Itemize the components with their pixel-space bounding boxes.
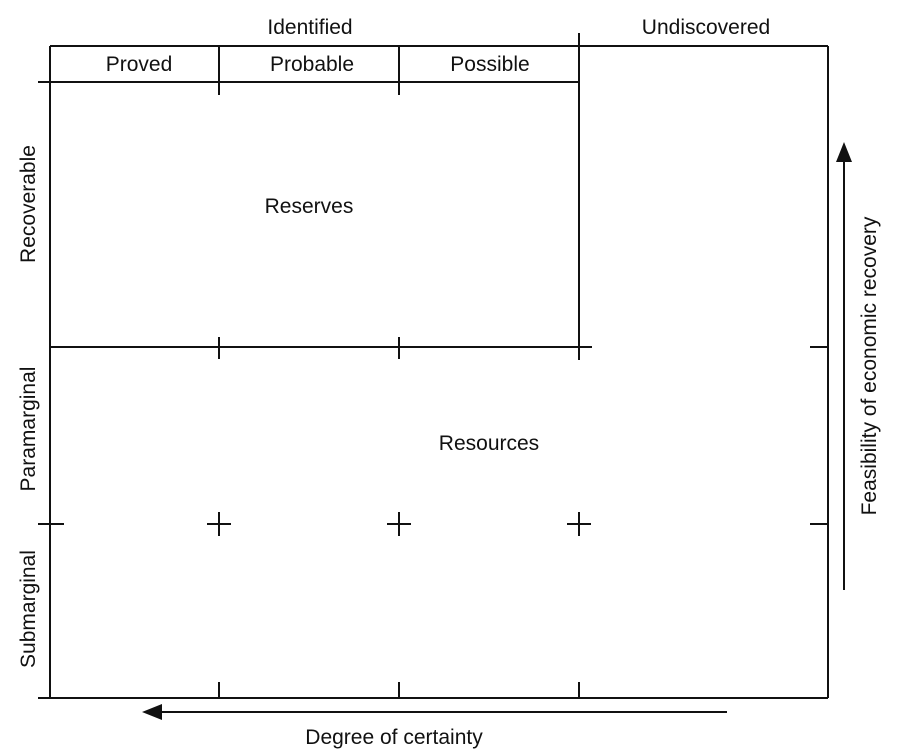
x-axis-label: Degree of certainty bbox=[305, 726, 483, 749]
paramarginal-label: Paramarginal bbox=[17, 367, 40, 492]
outer-frame bbox=[38, 45, 829, 699]
header-subrow-lines bbox=[38, 33, 580, 360]
possible-header: Possible bbox=[450, 53, 529, 76]
reserves-label: Reserves bbox=[265, 195, 354, 218]
resources-label: Resources bbox=[439, 432, 539, 455]
recoverable-label: Recoverable bbox=[17, 145, 40, 263]
reserves-boundary bbox=[50, 337, 828, 359]
bottom-ticks bbox=[218, 682, 580, 698]
probable-header: Probable bbox=[270, 53, 354, 76]
proved-header: Proved bbox=[106, 53, 173, 76]
submarginal-label: Submarginal bbox=[17, 550, 40, 668]
y-axis-label: Feasibility of economic recovery bbox=[858, 216, 881, 515]
undiscovered-header: Undiscovered bbox=[642, 16, 770, 39]
identified-header: Identified bbox=[267, 16, 352, 39]
submarginal-ticks bbox=[38, 512, 828, 536]
